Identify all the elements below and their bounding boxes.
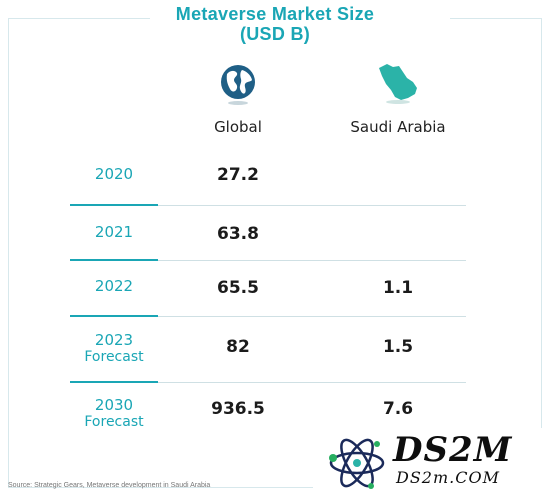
row-label-2023: 2023 Forecast (70, 332, 158, 366)
chart-title: Metaverse Market Size (175, 4, 375, 24)
cell-global-2030: 936.5 (211, 399, 265, 419)
row-sublabel: Forecast (84, 349, 144, 365)
cell-global-2023: 82 (226, 337, 250, 357)
row-separator (158, 382, 466, 383)
watermark-url: DS2m.COM (396, 468, 500, 487)
cell-saudi-2030: 7.6 (382, 399, 414, 419)
row-separator-accent (70, 315, 158, 317)
row-year: 2023 (94, 331, 134, 349)
frame-gap (150, 14, 450, 24)
row-year: 2030 (94, 396, 134, 414)
atom-logo-icon (329, 438, 385, 489)
row-separator-accent (70, 381, 158, 383)
saudi-arabia-map-icon (379, 64, 417, 104)
row-label-2030: 2030 Forecast (70, 397, 158, 431)
row-year: 2022 (94, 277, 134, 295)
row-separator-accent (70, 204, 158, 206)
chart-subtitle: (USD B) (239, 24, 311, 44)
row-separator (158, 260, 466, 261)
row-year: 2021 (94, 223, 134, 241)
globe-icon (221, 65, 255, 105)
row-label-2022: 2022 (70, 278, 158, 295)
watermark-title: DS2M (393, 430, 513, 470)
row-sublabel: Forecast (84, 414, 144, 430)
column-header-saudi-arabia: Saudi Arabia (350, 118, 446, 136)
row-label-2020: 2020 (70, 166, 158, 183)
cell-global-2020: 27.2 (217, 165, 259, 185)
column-header-global: Global (214, 118, 262, 136)
row-separator (158, 205, 466, 206)
cell-saudi-2023: 1.5 (382, 337, 414, 357)
row-separator (158, 316, 466, 317)
row-separator-accent (70, 259, 158, 261)
row-year: 2020 (94, 165, 134, 183)
cell-global-2022: 65.5 (217, 278, 259, 298)
cell-global-2021: 63.8 (217, 224, 259, 244)
source-note: Source: Strategic Gears, Metaverse devel… (8, 482, 211, 489)
cell-saudi-2022: 1.1 (382, 278, 414, 298)
row-label-2021: 2021 (70, 224, 158, 241)
